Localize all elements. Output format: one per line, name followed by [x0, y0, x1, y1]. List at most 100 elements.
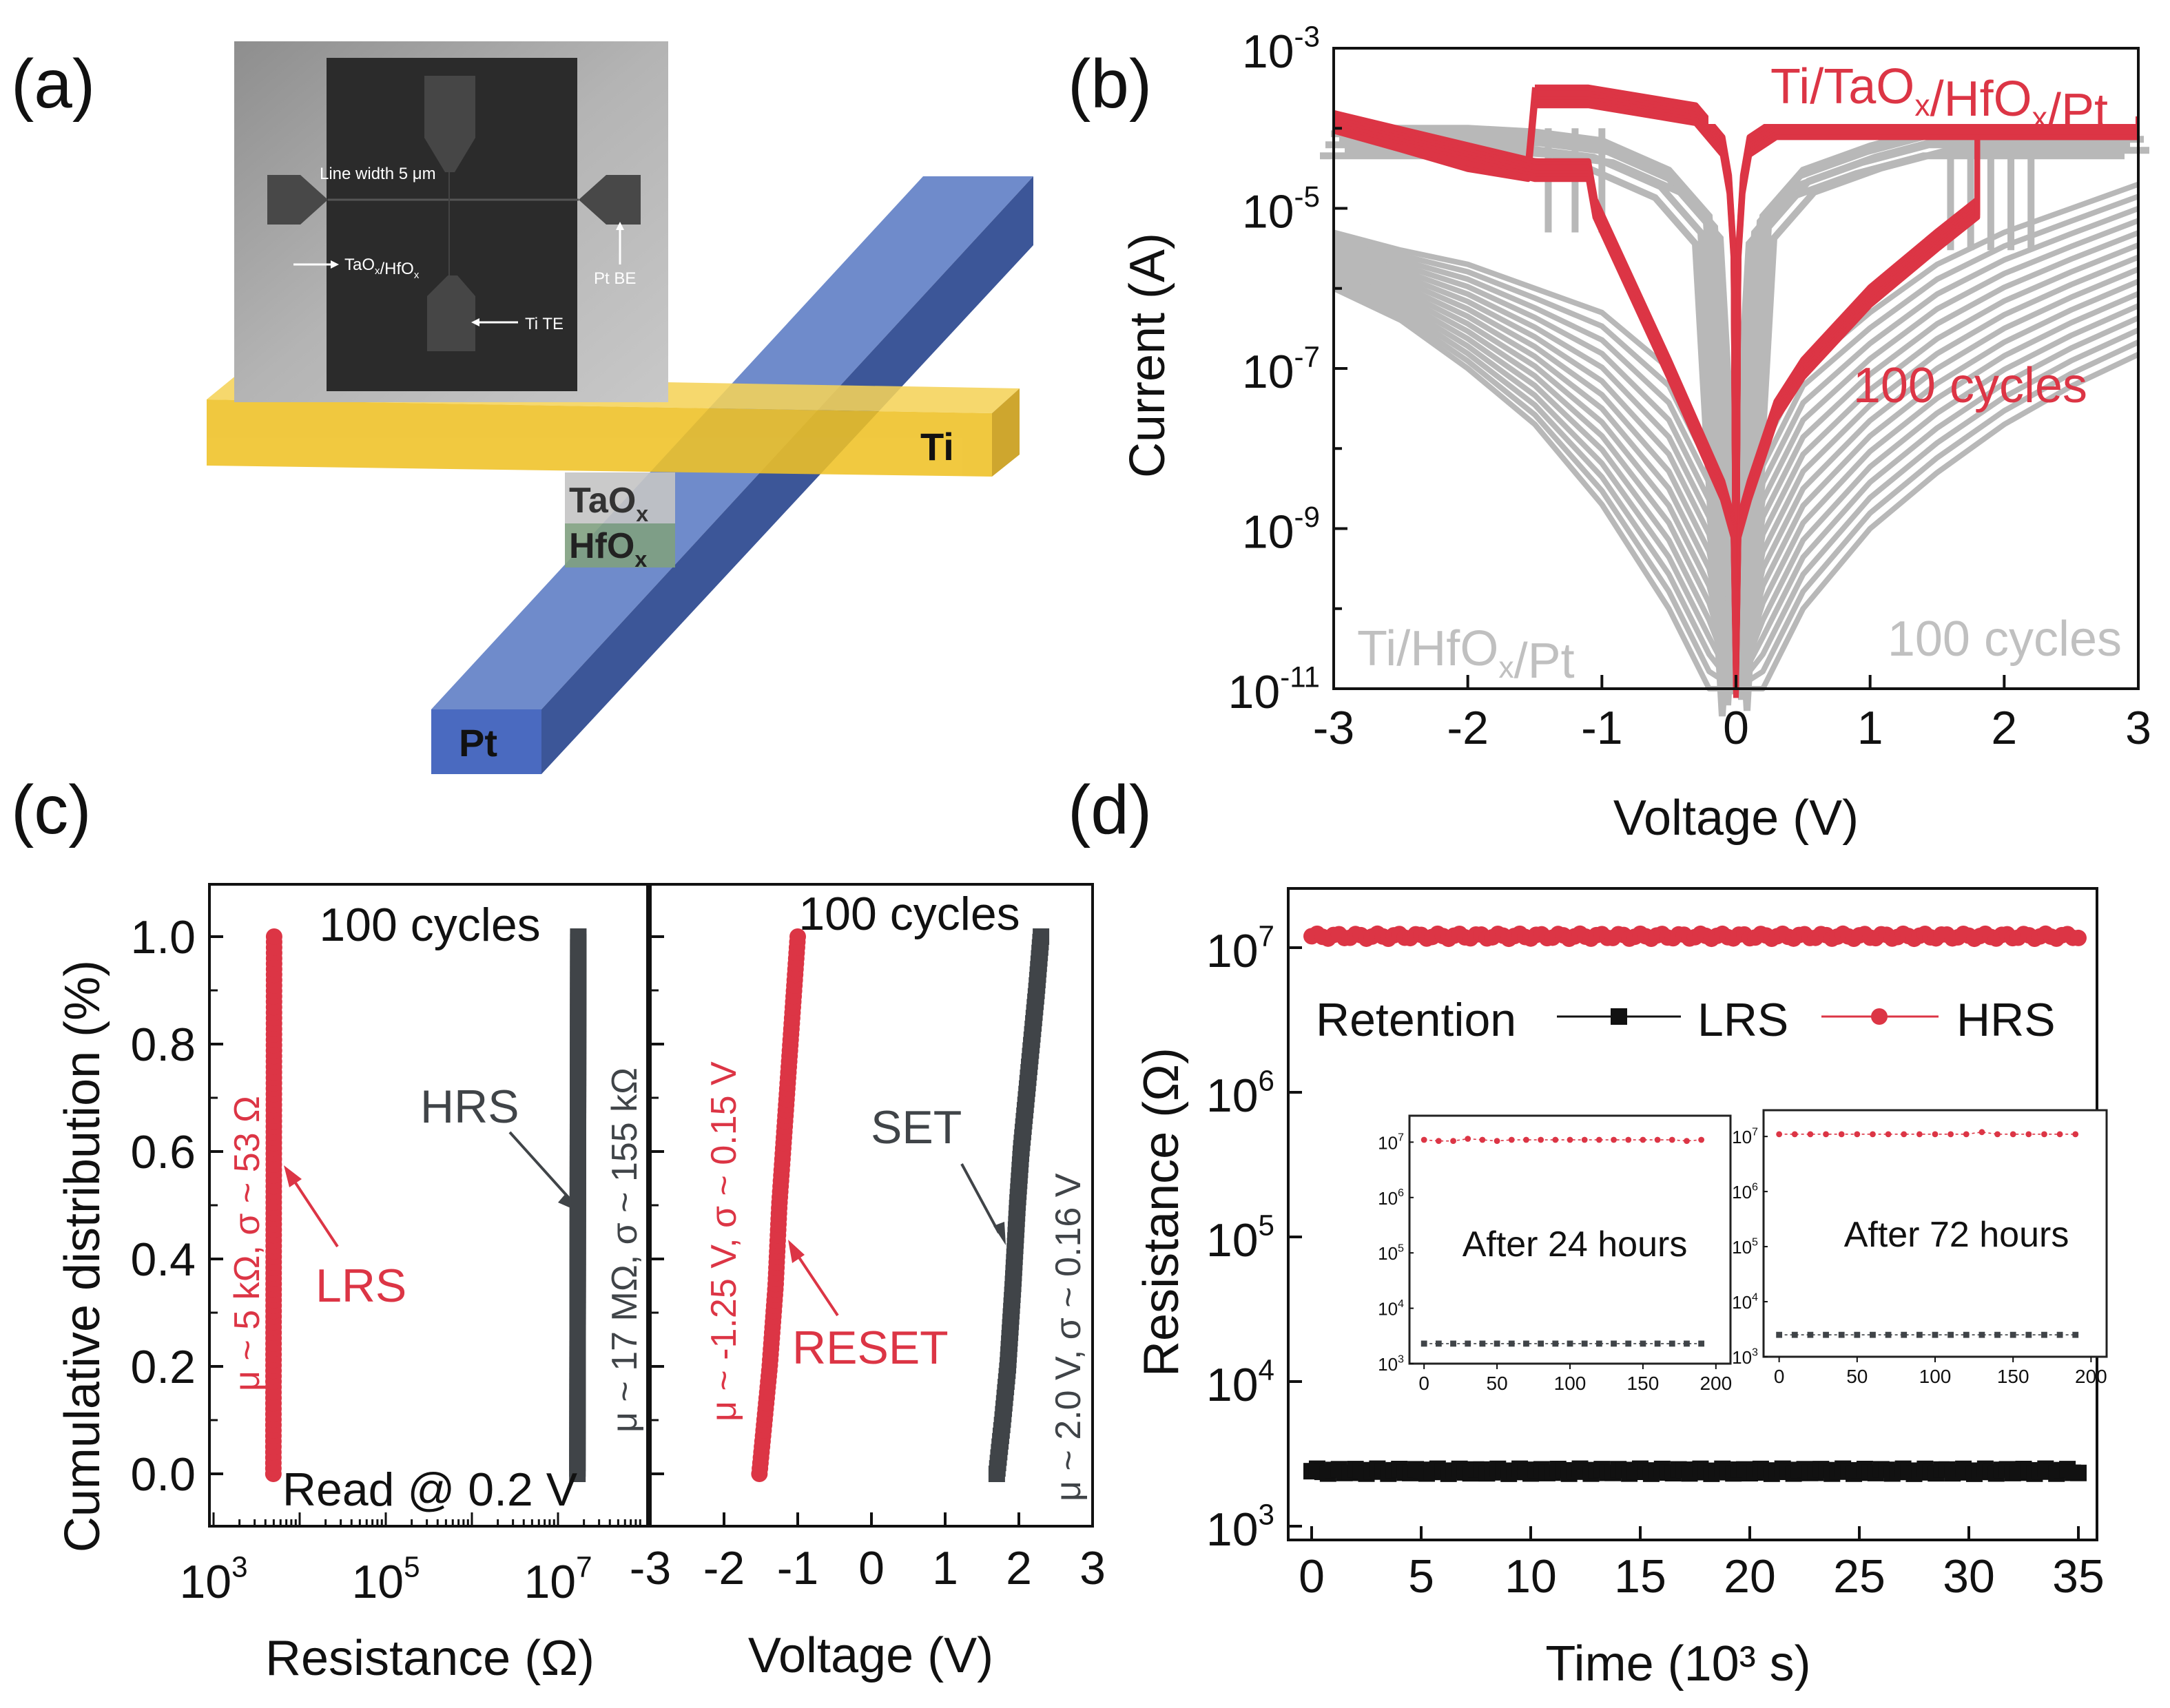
lrs-marker	[1479, 1340, 1486, 1347]
lrs-marker	[1552, 1340, 1559, 1347]
y-tick-label: 10-3	[1242, 20, 1320, 78]
hrs-marker	[2056, 1131, 2063, 1138]
lrs-marker	[1465, 1340, 1471, 1347]
reset-arrow	[795, 1252, 839, 1317]
lrs-marker	[2025, 1331, 2032, 1338]
y-tick-label: 105	[1206, 1209, 1274, 1267]
y-tick-label: 0.0	[130, 1448, 196, 1501]
lrs-marker	[2072, 1331, 2079, 1338]
inset-y-tick-label: 103	[1732, 1346, 1758, 1368]
lrs-arrowhead	[284, 1165, 302, 1187]
inset-frame	[1408, 1114, 1732, 1365]
hrs-marker	[1668, 1136, 1675, 1143]
y-axis-label: Current (A)	[1120, 233, 1175, 478]
hrs-marker	[1838, 1131, 1845, 1138]
lrs-marker	[1523, 1340, 1529, 1347]
x-tick-label: 35	[2052, 1550, 2105, 1603]
hrs-marker	[1791, 1131, 1798, 1138]
x-tick-label: 30	[1943, 1550, 1995, 1603]
hrs-marker	[1640, 1136, 1646, 1143]
lrs-marker	[1823, 1331, 1829, 1338]
legend-lrs-label: LRS	[1697, 994, 1788, 1046]
hrs-marker	[1916, 1131, 1923, 1138]
hrs-marker	[1684, 1138, 1690, 1145]
x-tick-label: 0	[1723, 702, 1749, 754]
lrs-marker	[1538, 1340, 1544, 1347]
sem-right-pad	[579, 175, 641, 225]
reset-marker	[789, 928, 806, 945]
panel-d-retention: 0 5 10 15 20 25 30 35 103 104 105 106 107 Time (10³ …	[1134, 887, 2108, 1691]
lrs-marker	[1420, 1340, 1427, 1347]
lrs-marker	[1916, 1331, 1923, 1338]
voltage-axis-label: Voltage (V)	[748, 1628, 993, 1683]
hrs-marker	[2025, 1131, 2032, 1138]
y-tick-label: 10-9	[1242, 501, 1320, 559]
left-cycles-label: 100 cycles	[319, 899, 540, 951]
hrs-marker	[1552, 1136, 1559, 1143]
hrs-marker	[1581, 1136, 1588, 1143]
inset-x-tick-label: 100	[1554, 1373, 1587, 1394]
x-tick-label: 2	[1006, 1542, 1032, 1594]
legend-background	[1708, 52, 2136, 124]
pt-bar-end-face	[431, 709, 541, 774]
y-tick-label: 104	[1206, 1353, 1274, 1411]
x-tick-label: 1	[932, 1542, 958, 1594]
sem-pt-be-label: Pt BE	[594, 269, 636, 288]
lrs-label: LRS	[316, 1260, 406, 1312]
x-tick-label: 15	[1614, 1550, 1666, 1603]
panel-a: Pt TaOx HfOx Ti Line width 5 μm TaOx	[207, 41, 1033, 774]
lrs-marker	[1947, 1331, 1954, 1338]
y-tick-label: 0.8	[130, 1019, 196, 1071]
x-tick-label: 0	[1299, 1550, 1325, 1603]
hrs-marker	[1870, 1131, 1876, 1138]
hrs-marker	[1963, 1131, 1970, 1138]
y-tick-label: 107	[1206, 919, 1274, 977]
hrs-marker	[1479, 1136, 1486, 1143]
y-tick-label: 0.6	[130, 1126, 196, 1178]
gray-cycles-label: 100 cycles	[1888, 612, 2122, 667]
x-tick-label: 3	[2125, 702, 2151, 754]
hrs-marker	[2009, 1131, 2016, 1138]
y-axis-label: Cumulative distribution (%)	[55, 960, 110, 1552]
inset-title: After 72 hours	[1844, 1215, 2069, 1255]
set-arrowhead	[993, 1222, 1006, 1245]
hrs-marker	[1885, 1131, 1892, 1138]
y-tick-label: 106	[1206, 1064, 1274, 1122]
lrs-marker	[1870, 1331, 1876, 1338]
y-tick-label: 10-11	[1228, 660, 1320, 718]
sem-bottom-pad	[427, 275, 475, 351]
set-marker	[1033, 928, 1050, 945]
sem-arrowhead-stack	[331, 260, 339, 269]
sem-arrowhead-ti	[471, 318, 479, 326]
hrs-marker	[1823, 1131, 1829, 1138]
inset-title: After 24 hours	[1463, 1225, 1688, 1264]
distribution-marks	[265, 928, 1050, 1482]
lrs-marker	[1901, 1331, 1908, 1338]
hrs-marker	[1776, 1131, 1783, 1138]
sem-inset: Line width 5 μm TaOx/HfOx Pt BE Ti TE	[234, 41, 668, 402]
x-tick-label: 5	[1408, 1550, 1434, 1603]
hrs-marker	[2072, 1131, 2079, 1138]
inset-x-tick-label: 150	[1997, 1366, 2029, 1387]
ti-bar-front-face	[207, 399, 992, 477]
hrs-arrow	[508, 1131, 573, 1202]
hrs-marker	[1465, 1136, 1471, 1142]
hrs-marker	[1567, 1136, 1573, 1143]
panel-label-b: (b)	[1068, 45, 1152, 123]
x-axis-label: Time (10³ s)	[1545, 1636, 1810, 1691]
x-tick-label: 2	[1991, 702, 2017, 754]
set-label: SET	[871, 1101, 962, 1154]
pt-label: Pt	[459, 721, 497, 764]
hrs-stats: μ ~ 17 MΩ, σ ~ 155 kΩ	[605, 1068, 645, 1433]
lrs-arrow	[291, 1176, 339, 1248]
x-tick-label: -2	[703, 1542, 745, 1594]
hrs-marker	[1994, 1131, 2001, 1138]
y-tick-label: 10-5	[1242, 180, 1320, 238]
y-tick-label: 0.2	[130, 1341, 196, 1393]
inset-x-tick-label: 100	[1919, 1366, 1952, 1387]
legend-hrs-label: HRS	[1956, 994, 2056, 1046]
inset-x-tick-label: 200	[1699, 1373, 1732, 1394]
y-tick-label: 0.4	[130, 1233, 196, 1286]
panel-label-d: (d)	[1068, 771, 1152, 848]
inset-y-tick-label: 107	[1732, 1125, 1758, 1147]
